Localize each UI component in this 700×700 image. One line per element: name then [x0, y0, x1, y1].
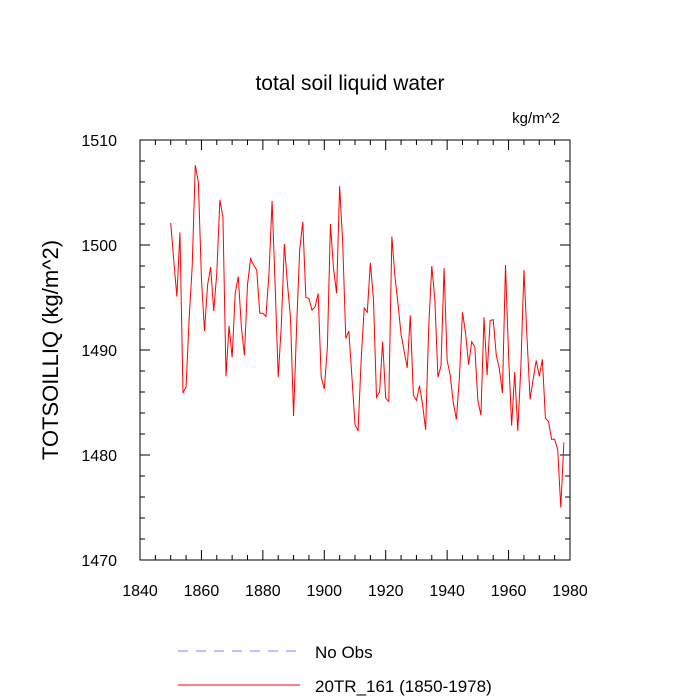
plot-frame	[139, 139, 571, 561]
y-axis-label: TOTSOILLIQ (kg/m^2)	[38, 240, 63, 460]
y-tick-label: 1490	[81, 343, 117, 360]
x-tick-label: 1860	[184, 583, 220, 600]
chart-title: total soil liquid water	[255, 72, 444, 95]
series-line-1	[170, 165, 565, 508]
x-tick-label: 1840	[122, 583, 158, 600]
series-layer	[170, 165, 565, 508]
y-tick-label: 1510	[81, 133, 117, 150]
y-tick-label: 1480	[81, 448, 117, 465]
x-tick-label: 1920	[368, 583, 404, 600]
units-label: kg/m^2	[512, 110, 560, 127]
axis-ticks	[139, 139, 571, 561]
legend: No Obs 20TR_161 (1850-1978)	[178, 643, 492, 696]
x-tick-label: 1960	[491, 583, 527, 600]
y-tick-label: 1470	[81, 553, 117, 570]
x-tick-label: 1880	[245, 583, 281, 600]
tick-labels: 1840 1860 1880 1900 1920 1940 1960 1980 1470 1480…	[81, 133, 587, 600]
x-tick-label: 1900	[306, 583, 342, 600]
y-tick-label: 1500	[81, 238, 117, 255]
x-tick-label: 1940	[429, 583, 465, 600]
legend-label-20tr-161: 20TR_161 (1850-1978)	[315, 677, 492, 696]
x-tick-label: 1980	[552, 583, 588, 600]
legend-label-no-obs: No Obs	[315, 643, 373, 662]
